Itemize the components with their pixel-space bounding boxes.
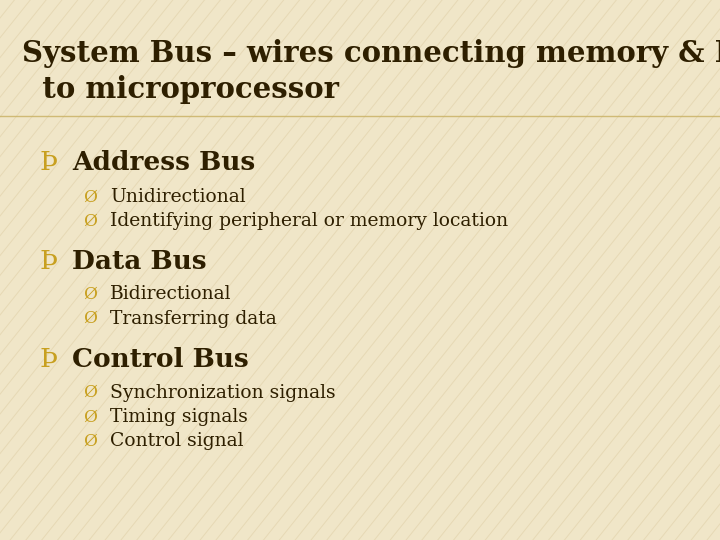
Text: Ø: Ø	[83, 433, 96, 450]
Text: Ø: Ø	[83, 188, 96, 206]
Text: Ø: Ø	[83, 213, 96, 230]
Text: Transferring data: Transferring data	[110, 309, 277, 328]
Text: Control signal: Control signal	[110, 432, 243, 450]
Text: Address Bus: Address Bus	[72, 150, 256, 174]
Text: Timing signals: Timing signals	[110, 408, 248, 426]
Text: Unidirectional: Unidirectional	[110, 188, 246, 206]
Text: Þ: Þ	[40, 249, 58, 274]
Text: Ø: Ø	[83, 408, 96, 426]
Text: Ø: Ø	[83, 310, 96, 327]
Text: Synchronization signals: Synchronization signals	[110, 383, 336, 402]
Text: Bidirectional: Bidirectional	[110, 285, 232, 303]
Text: System Bus – wires connecting memory & I/O: System Bus – wires connecting memory & I…	[22, 39, 720, 69]
Text: Þ: Þ	[40, 347, 58, 372]
Text: Identifying peripheral or memory location: Identifying peripheral or memory locatio…	[110, 212, 508, 231]
Text: Control Bus: Control Bus	[72, 347, 248, 372]
Text: Ø: Ø	[83, 286, 96, 303]
Text: Þ: Þ	[40, 150, 58, 174]
Text: Data Bus: Data Bus	[72, 249, 207, 274]
Text: to microprocessor: to microprocessor	[22, 75, 338, 104]
Text: Ø: Ø	[83, 384, 96, 401]
